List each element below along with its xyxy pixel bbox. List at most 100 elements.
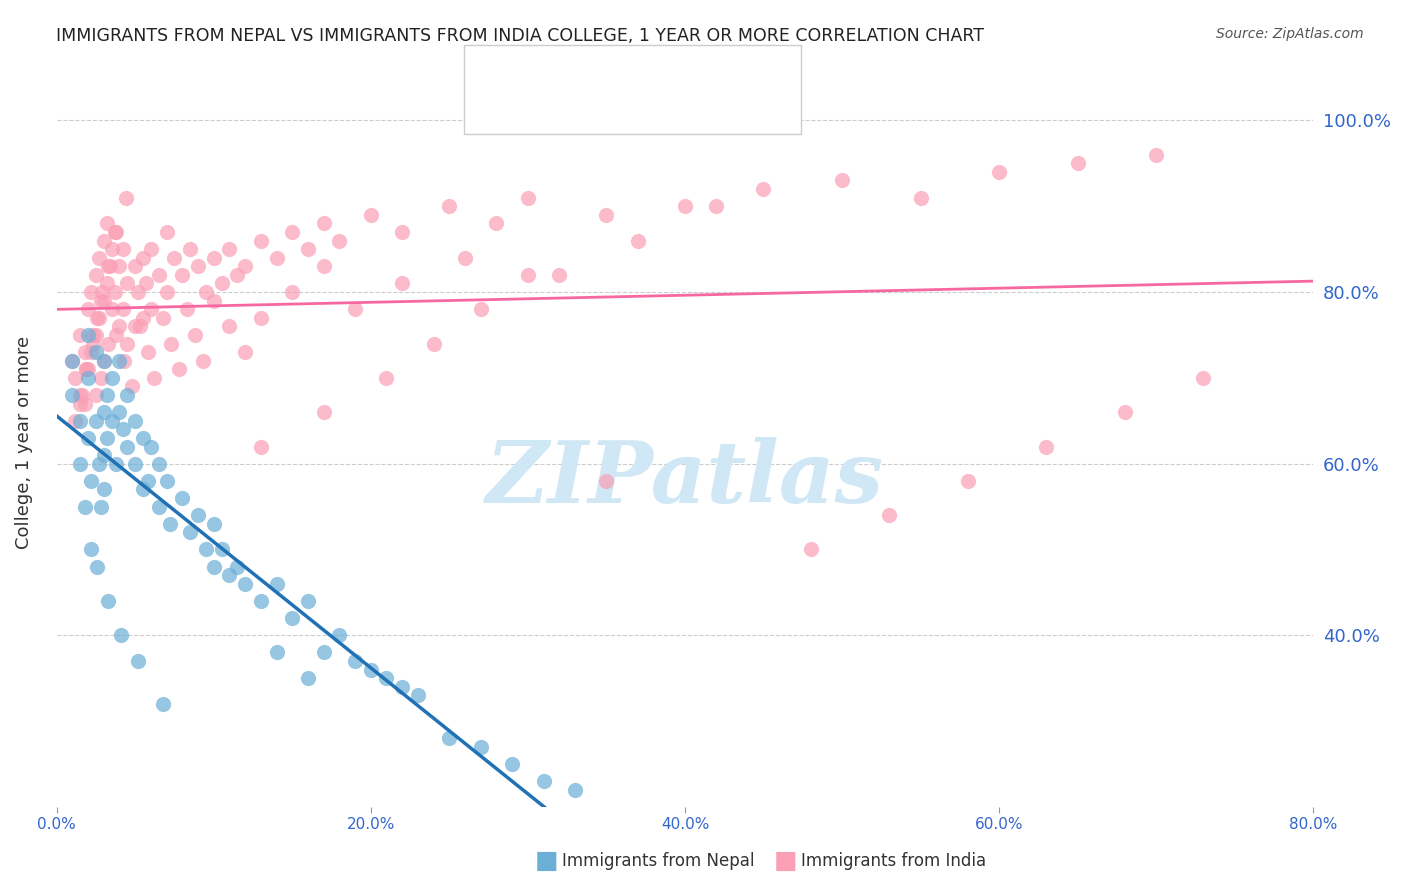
Point — [167, 362, 190, 376]
Point — [627, 234, 650, 248]
Point — [124, 260, 146, 274]
Point — [179, 242, 201, 256]
Point — [179, 525, 201, 540]
Point — [108, 353, 131, 368]
Point — [1192, 371, 1215, 385]
Point — [75, 362, 97, 376]
Point — [105, 327, 128, 342]
Point — [910, 191, 932, 205]
Point — [93, 483, 115, 497]
Point — [501, 757, 523, 772]
Point — [60, 353, 83, 368]
Point — [132, 251, 155, 265]
Point — [297, 671, 319, 685]
Point — [152, 697, 174, 711]
Point — [148, 500, 170, 514]
Point — [128, 319, 150, 334]
Point — [250, 594, 273, 608]
Point — [117, 440, 139, 454]
Point — [312, 216, 335, 230]
Point — [956, 474, 979, 488]
Point — [108, 260, 131, 274]
Point — [152, 310, 174, 325]
Point — [96, 216, 118, 230]
Point — [60, 388, 83, 402]
Point — [218, 568, 240, 582]
Point — [84, 268, 107, 282]
Point — [250, 234, 273, 248]
Point — [266, 645, 288, 659]
Point — [93, 353, 115, 368]
Point — [84, 414, 107, 428]
Point — [211, 277, 233, 291]
Point — [831, 173, 853, 187]
Point — [110, 628, 132, 642]
Point — [73, 500, 96, 514]
Point — [97, 594, 120, 608]
Point — [360, 663, 382, 677]
Point — [93, 293, 115, 308]
Text: IMMIGRANTS FROM NEPAL VS IMMIGRANTS FROM INDIA COLLEGE, 1 YEAR OR MORE CORRELATI: IMMIGRANTS FROM NEPAL VS IMMIGRANTS FROM… — [56, 27, 984, 45]
Point — [172, 491, 194, 505]
Point — [595, 474, 617, 488]
Point — [194, 542, 217, 557]
Point — [226, 268, 249, 282]
Point — [104, 225, 127, 239]
Point — [117, 277, 139, 291]
Point — [202, 251, 225, 265]
Point — [114, 191, 136, 205]
Point — [516, 268, 538, 282]
Point — [218, 319, 240, 334]
Point — [127, 285, 149, 299]
Point — [75, 362, 97, 376]
Point — [77, 431, 100, 445]
Point — [69, 457, 91, 471]
Point — [139, 440, 162, 454]
Point — [187, 508, 209, 523]
Point — [148, 268, 170, 282]
Point — [105, 457, 128, 471]
Point — [470, 739, 492, 754]
Point — [281, 611, 304, 625]
Point — [281, 285, 304, 299]
Point — [69, 414, 91, 428]
Point — [375, 371, 398, 385]
Point — [69, 388, 91, 402]
Point — [65, 414, 87, 428]
Text: ■: ■ — [481, 94, 505, 117]
Point — [124, 319, 146, 334]
Point — [375, 671, 398, 685]
Point — [69, 327, 91, 342]
Point — [77, 371, 100, 385]
Point — [344, 302, 367, 317]
Point — [84, 388, 107, 402]
Point — [360, 208, 382, 222]
Point — [297, 594, 319, 608]
Point — [159, 516, 181, 531]
Text: ■: ■ — [481, 55, 505, 78]
Point — [281, 225, 304, 239]
Point — [184, 327, 207, 342]
Point — [139, 242, 162, 256]
Point — [250, 310, 273, 325]
Point — [233, 345, 256, 359]
Point — [91, 285, 114, 299]
Point — [194, 285, 217, 299]
Point — [108, 319, 131, 334]
Point — [202, 293, 225, 308]
Point — [86, 310, 108, 325]
Point — [132, 483, 155, 497]
Point — [112, 353, 135, 368]
Point — [250, 440, 273, 454]
Point — [90, 293, 112, 308]
Point — [172, 268, 194, 282]
Point — [84, 345, 107, 359]
Point — [111, 242, 134, 256]
Point — [132, 431, 155, 445]
Text: ■: ■ — [534, 849, 558, 872]
Point — [391, 680, 413, 694]
Point — [139, 302, 162, 317]
Point — [135, 277, 157, 291]
Point — [96, 431, 118, 445]
Point — [87, 310, 110, 325]
